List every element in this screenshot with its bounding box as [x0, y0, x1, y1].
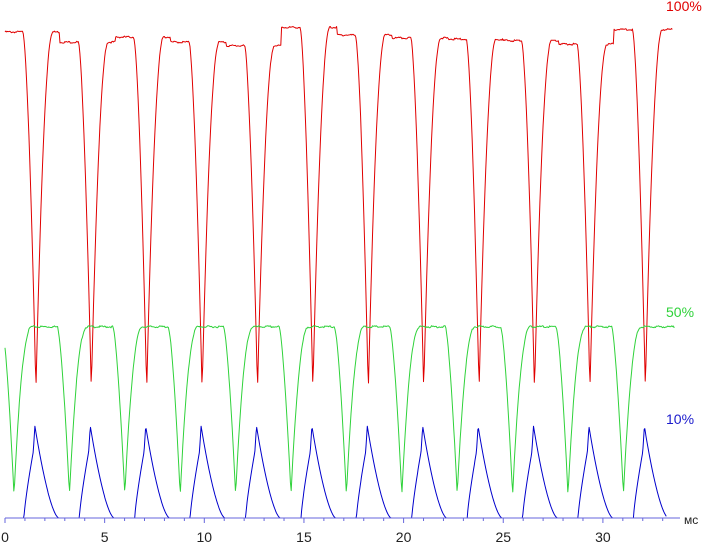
series-label-50: 50%	[666, 304, 694, 320]
series-line-50	[4, 325, 675, 493]
x-tick-label: 25	[495, 529, 511, 545]
x-tick-label: 10	[197, 529, 213, 545]
x-tick-label: 5	[101, 529, 109, 545]
x-tick-label: 15	[296, 529, 312, 545]
x-axis-label: мс	[684, 513, 698, 527]
series-line-100	[4, 26, 673, 384]
x-ticks: 0 5 10 15 20 25 30	[1, 518, 664, 545]
series-label-10: 10%	[666, 411, 694, 427]
series-layer	[4, 26, 675, 519]
x-tick-label: 20	[396, 529, 412, 545]
series-label-100: 100%	[666, 0, 702, 14]
x-tick-label: 30	[595, 529, 611, 545]
x-tick-label: 0	[1, 529, 9, 545]
